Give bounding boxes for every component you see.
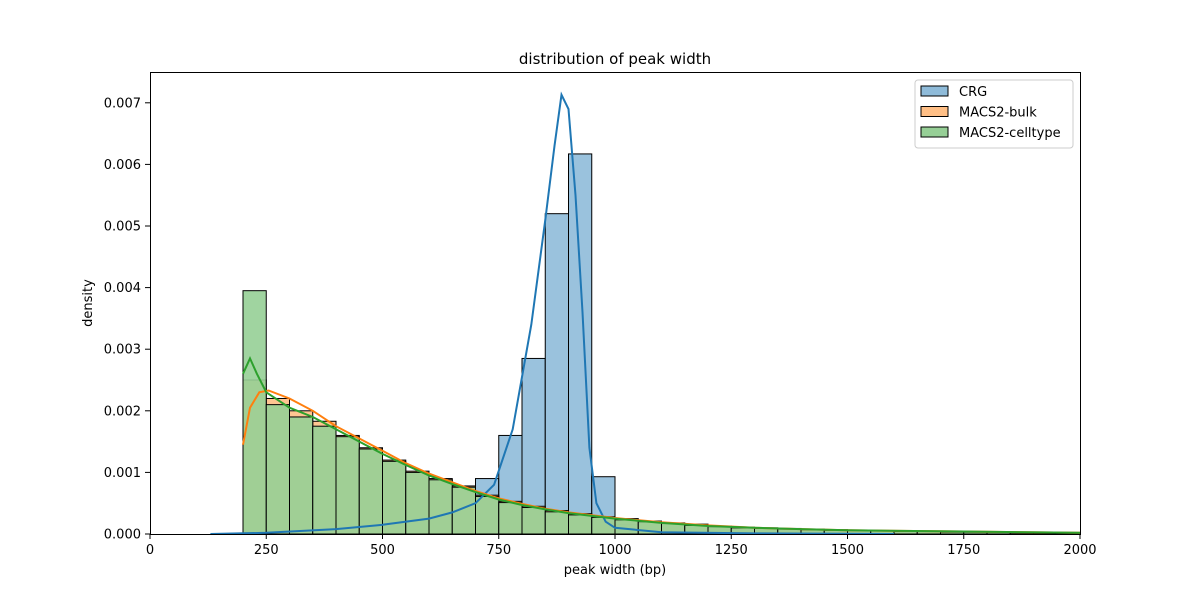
legend-box — [914, 79, 1074, 149]
bar-macs2-celltype-12 — [521, 507, 546, 535]
y-tick-label: 0.001 — [104, 466, 141, 481]
x-axis: 0 250 500 750 1000 1250 1500 1750 2000 — [146, 534, 1097, 558]
x-axis-label: peak width (bp) — [564, 563, 667, 578]
y-tick-label: 0.002 — [104, 404, 141, 419]
legend-swatch-macs2-celltype — [920, 126, 949, 138]
x-tick-label: 750 — [486, 543, 511, 558]
y-axis-label: density — [81, 279, 96, 327]
y-tick-label: 0.007 — [104, 96, 141, 111]
legend: CRG MACS2-bulk MACS2-celltype — [914, 79, 1074, 149]
x-tick-label: 250 — [254, 543, 279, 558]
bar-macs2-celltype-13 — [544, 511, 569, 535]
bar-crg-5 — [568, 153, 593, 535]
chart-title: distribution of peak width — [519, 50, 711, 68]
legend-swatch-crg — [920, 85, 949, 97]
bar-macs2-celltype-0 — [242, 290, 267, 535]
y-axis: 0.000 0.001 0.002 0.003 0.004 0.005 0.006 0.007 — [104, 96, 150, 543]
x-tick-label: 1750 — [947, 543, 980, 558]
y-tick-label: 0.005 — [104, 220, 141, 235]
x-tick-label: 1500 — [831, 543, 864, 558]
y-tick-label: 0.004 — [104, 281, 141, 296]
kde-line-crg — [210, 91, 895, 535]
y-tick-label: 0.000 — [104, 528, 141, 543]
bar-macs2-celltype-3 — [312, 425, 337, 535]
bar-macs2-celltype-14 — [568, 514, 593, 535]
bar-macs2-celltype-8 — [428, 479, 453, 535]
bar-macs2-celltype-16 — [614, 519, 639, 535]
bar-macs2-celltype-5 — [358, 448, 383, 535]
legend-label-macs2-bulk: MACS2-bulk — [959, 106, 1037, 121]
y-tick-label: 0.006 — [104, 158, 141, 173]
bar-macs2-celltype-4 — [335, 436, 360, 535]
legend-label-crg: CRG — [959, 85, 987, 100]
bar-macs2-celltype-1 — [265, 404, 290, 535]
kde-line-macs2-celltype — [242, 355, 1081, 534]
bar-crg-4 — [544, 213, 569, 535]
x-tick-label: 0 — [146, 543, 154, 558]
bar-macs2-celltype-2 — [289, 416, 314, 535]
kde-layer — [210, 91, 1081, 535]
bar-macs2-celltype-11 — [498, 502, 523, 535]
bar-macs2-celltype-10 — [475, 495, 500, 535]
legend-swatch-macs2-bulk — [920, 106, 949, 117]
x-tick-label: 500 — [370, 543, 395, 558]
x-tick-label: 1250 — [715, 543, 748, 558]
legend-label-macs2-celltype: MACS2-celltype — [959, 126, 1061, 141]
y-tick-label: 0.003 — [104, 343, 141, 358]
x-tick-label: 1000 — [598, 543, 631, 558]
x-tick-label: 2000 — [1063, 543, 1096, 558]
bar-macs2-celltype-7 — [405, 471, 430, 535]
